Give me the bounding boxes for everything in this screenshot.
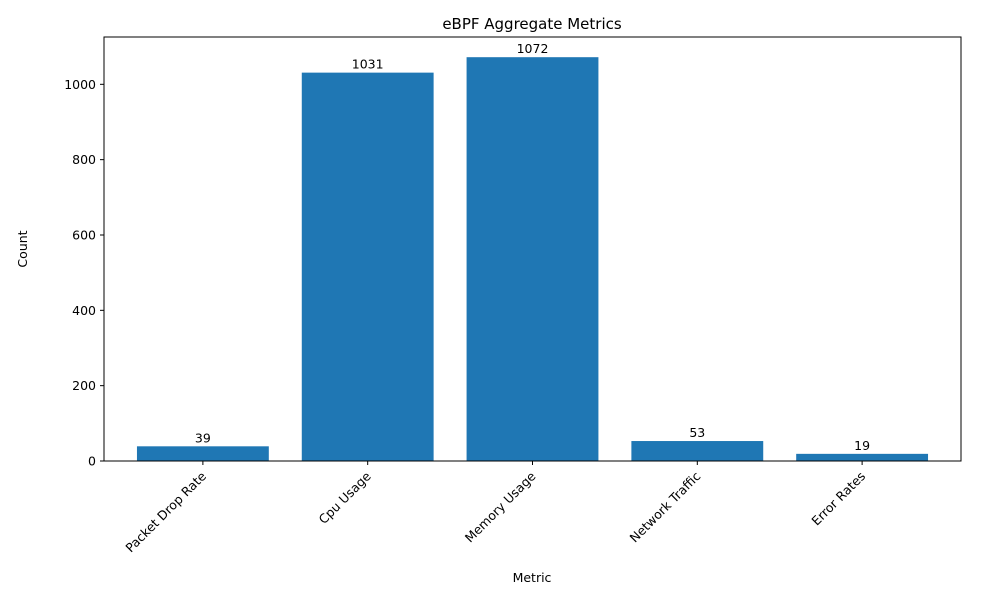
- data-label: 19: [854, 438, 870, 453]
- x-tick-label: Packet Drop Rate: [122, 468, 209, 555]
- y-tick-label: 1000: [64, 77, 96, 92]
- bar-packet-drop-rate: [136, 446, 269, 461]
- x-axis-label: Metric: [513, 570, 552, 585]
- data-label: 53: [689, 425, 705, 440]
- y-axis: 0 200 400 600 800 1000: [64, 77, 104, 469]
- y-tick-label: 600: [72, 227, 96, 242]
- bars-group: [136, 57, 929, 462]
- data-labels-group: 39 1031 1072 53 19: [195, 41, 870, 453]
- x-tick-label: Cpu Usage: [315, 468, 374, 527]
- y-tick-label: 400: [72, 303, 96, 318]
- chart-title: eBPF Aggregate Metrics: [442, 15, 622, 33]
- bar-memory-usage: [466, 57, 599, 461]
- y-tick-label: 200: [72, 378, 96, 393]
- data-label: 39: [195, 430, 211, 445]
- x-axis: Packet Drop Rate Cpu Usage Memory Usage Net…: [122, 461, 868, 555]
- bar-error-rates: [796, 453, 929, 461]
- y-tick-label: 0: [88, 454, 96, 469]
- data-label: 1072: [517, 41, 549, 56]
- x-tick-label: Network Traffic: [627, 468, 704, 545]
- bar-network-traffic: [631, 441, 764, 461]
- bar-cpu-usage: [301, 72, 434, 462]
- data-label: 1031: [352, 57, 384, 72]
- plot-frame: [103, 36, 962, 462]
- x-tick-label: Error Rates: [808, 469, 868, 529]
- y-tick-label: 800: [72, 152, 96, 167]
- x-tick-label: Memory Usage: [462, 468, 539, 545]
- y-axis-label: Count: [15, 230, 30, 267]
